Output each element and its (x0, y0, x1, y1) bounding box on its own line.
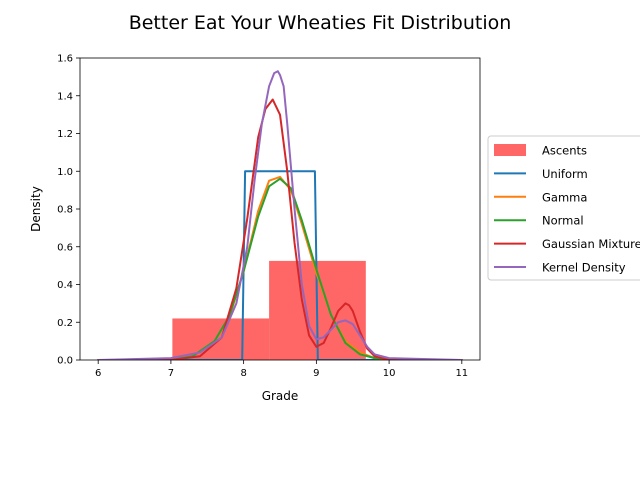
y-axis-label: Density (29, 186, 43, 232)
x-tick-label: 7 (168, 368, 174, 379)
x-axis-label: Grade (262, 389, 299, 403)
y-tick-label: 1.6 (57, 54, 73, 65)
legend-swatch (494, 144, 526, 156)
histogram-bars (172, 260, 366, 360)
legend-entry: Gamma (494, 190, 587, 204)
x-tick-label: 11 (455, 368, 468, 379)
legend-label: Gamma (542, 190, 587, 204)
x-tick-label: 6 (95, 368, 101, 379)
x-tick-label: 10 (383, 368, 396, 379)
chart-title: Better Eat Your Wheaties Fit Distributio… (129, 12, 512, 34)
legend-entry: Ascents (494, 144, 587, 158)
legend-entry: Uniform (494, 167, 588, 181)
series-line-normal (97, 177, 463, 360)
y-tick-label: 0.8 (57, 205, 73, 216)
y-tick-label: 0.6 (57, 242, 73, 253)
legend-label: Normal (542, 214, 584, 228)
fit-lines (97, 70, 463, 360)
y-tick-label: 0.4 (57, 280, 73, 291)
legend-entry: Normal (494, 214, 584, 228)
series-line-kernel-density (97, 70, 463, 360)
legend-label: Gaussian Mixture (542, 237, 640, 251)
x-tick-label: 8 (240, 368, 246, 379)
y-tick-label: 0.0 (57, 356, 73, 367)
legend-label: Ascents (542, 144, 587, 158)
x-axis: 6 7 8 9 10 11 (95, 360, 468, 379)
series-line-gaussian-mixture (97, 98, 463, 360)
legend-entry: Kernel Density (494, 261, 626, 275)
y-tick-label: 1.0 (57, 167, 73, 178)
y-tick-label: 1.2 (57, 129, 73, 140)
legend-entry: Gaussian Mixture (494, 237, 640, 251)
legend: Ascents Uniform Gamma Normal Gaussian Mixtur… (487, 135, 640, 281)
x-tick-label: 9 (313, 368, 319, 379)
y-axis: 0.0 0.2 0.4 0.6 0.8 1.0 1.2 1.4 1.6 (57, 54, 80, 367)
legend-label: Uniform (542, 167, 588, 181)
series-line-uniform (97, 170, 463, 360)
legend-box (487, 135, 640, 281)
legend-label: Kernel Density (542, 261, 626, 275)
y-tick-label: 1.4 (57, 91, 73, 102)
y-tick-label: 0.2 (57, 318, 73, 329)
